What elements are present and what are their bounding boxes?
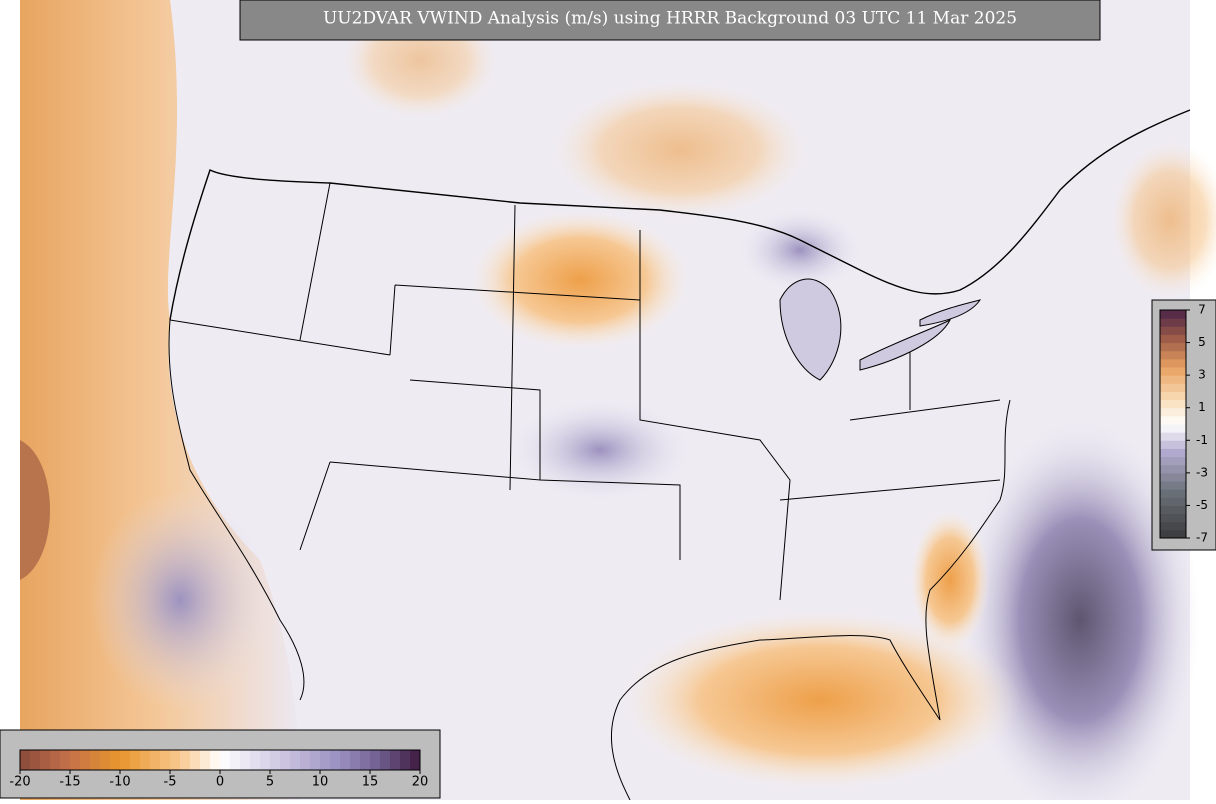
colorbar-tick-label: -15 (59, 775, 80, 790)
colorbar-swatch (70, 750, 81, 770)
colorbar-swatch (260, 750, 271, 770)
colorbar-tick-label: 10 (312, 775, 329, 790)
colorbar-swatch (410, 750, 421, 770)
colorbar-tick-label: -10 (109, 775, 130, 790)
colorbar-swatch (1160, 497, 1186, 506)
colorbar-swatch (330, 750, 341, 770)
colorbar-swatch (1160, 440, 1186, 449)
colorbar-swatch (170, 750, 181, 770)
colorbar-swatch (220, 750, 231, 770)
colorbar-swatch (1160, 358, 1186, 368)
boundaries (168, 109, 1191, 801)
colorbar-tick-label: 1 (1198, 400, 1206, 414)
colorbar-tick-label: 5 (266, 775, 274, 790)
colorbar-tick-label: -5 (1196, 498, 1208, 512)
colorbar-swatch (1160, 375, 1186, 384)
colorbar-swatch (140, 750, 151, 770)
colorbar-swatch (1160, 310, 1186, 319)
colorbar-tick-label: 5 (1198, 335, 1206, 349)
colorbar-swatch (1160, 432, 1186, 441)
colorbar-swatch (1160, 318, 1186, 327)
colorbar-swatch (370, 750, 381, 770)
colorbar-swatch (110, 750, 121, 770)
colorbar-swatch (300, 750, 311, 770)
colorbar-swatch (400, 750, 411, 770)
colorbar-swatch (1160, 481, 1186, 490)
colorbar-tick-label: -5 (164, 775, 177, 790)
colorbar-swatch (1160, 513, 1186, 523)
colorbar-tick-label: -7 (1196, 531, 1208, 545)
colorbar-swatch (320, 750, 331, 770)
colorbar-swatch (1160, 424, 1186, 433)
colorbar-inset: 7 5 3 1 -1 -3 -5 -7 (1151, 299, 1216, 551)
colorbar-tick-label: 0 (216, 775, 224, 790)
colorbar-swatch (1160, 383, 1186, 392)
colorbar-swatch (60, 750, 71, 770)
colorbar-tick-label: 15 (362, 775, 379, 790)
colorbar-swatch (40, 750, 51, 770)
colorbar-swatch (130, 750, 141, 770)
colorbar-swatch (310, 750, 321, 770)
colorbar-swatch (1160, 334, 1186, 344)
field (20, 0, 1216, 804)
colorbar-swatch (1160, 521, 1186, 531)
colorbar-swatch (20, 750, 31, 770)
colorbar-swatch (240, 750, 251, 770)
colorbar-swatch (30, 750, 41, 770)
colorbar-tick-label: 7 (1198, 303, 1206, 317)
colorbar-swatch (90, 750, 101, 770)
colorbar-swatch (270, 750, 281, 770)
colorbar-swatch (1160, 472, 1186, 482)
colorbar-swatch (250, 750, 261, 770)
colorbar-swatch (350, 750, 361, 770)
colorbar-swatch (190, 750, 201, 770)
colorbar-swatch (80, 750, 91, 770)
colorbar-swatch (280, 750, 291, 770)
colorbar-swatch (100, 750, 111, 770)
colorbar-swatch (1160, 391, 1186, 401)
colorbar-swatch (200, 750, 211, 770)
colorbar-swatch (290, 750, 301, 770)
colorbar-swatch (1160, 529, 1186, 539)
colorbar-tick-label: 20 (412, 775, 429, 790)
colorbar-swatch (380, 750, 391, 770)
colorbar-swatch (1160, 399, 1186, 409)
colorbar-swatch (1160, 456, 1186, 466)
colorbar-swatch (360, 750, 371, 770)
colorbar-swatch (230, 750, 241, 770)
colorbar-swatch (1160, 407, 1186, 417)
colorbar-swatch (1160, 505, 1186, 515)
colorbar-tick-label: -20 (9, 775, 30, 790)
colorbar-swatch (1160, 448, 1186, 458)
colorbar-swatch (390, 750, 401, 770)
colorbar-swatch (160, 750, 171, 770)
colorbar-tick-label: -1 (1196, 433, 1208, 447)
colorbar-main: -20 -15 -10 -5 0 5 10 15 20 (0, 729, 441, 799)
colorbar-swatch (150, 750, 161, 770)
title: UU2DVAR VWIND Analysis (m/s) using HRRR … (323, 9, 1017, 29)
colorbar-swatch (210, 750, 221, 770)
colorbar-tick-label: -3 (1196, 465, 1208, 479)
colorbar-tick-label: 3 (1198, 368, 1206, 382)
colorbar-frame (1159, 309, 1187, 539)
colorbar-swatch (1160, 350, 1186, 360)
colorbar-swatch (1160, 489, 1186, 498)
colorbar-swatch (120, 750, 131, 770)
colorbar-swatch (1160, 464, 1186, 474)
colorbar-swatch (1160, 415, 1186, 425)
colorbar-swatch (1160, 342, 1186, 352)
title-box: UU2DVAR VWIND Analysis (m/s) using HRRR … (239, 0, 1101, 41)
colorbar-swatch (340, 750, 351, 770)
colorbar-swatch (1160, 326, 1186, 335)
colorbar-swatch (50, 750, 61, 770)
colorbar-swatch (180, 750, 191, 770)
colorbar-swatch (1160, 367, 1186, 376)
